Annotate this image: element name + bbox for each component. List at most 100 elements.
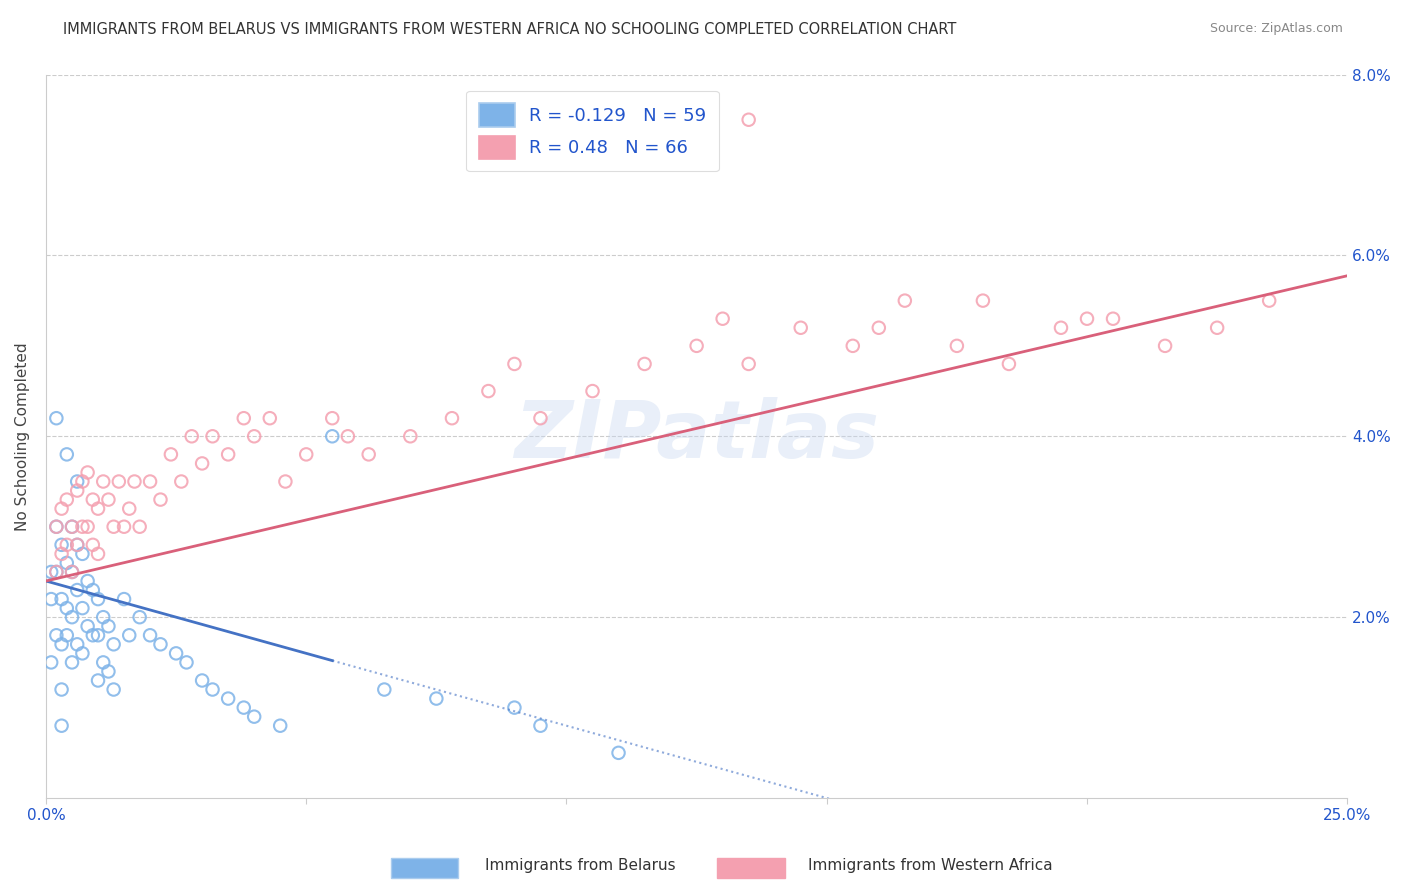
Point — [1258, 293, 1281, 308]
Point — [149, 637, 172, 651]
Point — [529, 411, 551, 425]
Point — [868, 320, 890, 334]
Point — [60, 565, 83, 579]
Point — [160, 447, 183, 461]
Text: Source: ZipAtlas.com: Source: ZipAtlas.com — [1209, 22, 1343, 36]
Point — [232, 700, 254, 714]
Point — [946, 339, 969, 353]
Point — [170, 475, 193, 489]
Point — [180, 429, 202, 443]
Point — [66, 637, 89, 651]
Point — [1154, 339, 1177, 353]
Point — [529, 719, 551, 733]
Point — [357, 447, 380, 461]
Point — [45, 628, 67, 642]
Point — [72, 601, 94, 615]
Point — [87, 592, 110, 607]
Point — [1076, 311, 1098, 326]
Point — [56, 601, 79, 615]
Point — [894, 293, 917, 308]
Point — [51, 501, 73, 516]
Point — [269, 719, 291, 733]
Point — [128, 610, 150, 624]
Point — [972, 293, 994, 308]
Point — [82, 628, 104, 642]
Point — [39, 592, 62, 607]
Point — [56, 538, 79, 552]
Point — [191, 673, 214, 688]
Text: IMMIGRANTS FROM BELARUS VS IMMIGRANTS FROM WESTERN AFRICA NO SCHOOLING COMPLETED: IMMIGRANTS FROM BELARUS VS IMMIGRANTS FR… — [63, 22, 956, 37]
Point — [477, 384, 499, 398]
Point — [737, 112, 759, 127]
Point — [790, 320, 813, 334]
Point — [56, 447, 79, 461]
Point — [76, 466, 98, 480]
Point — [108, 475, 131, 489]
Point — [217, 447, 239, 461]
Point — [66, 582, 89, 597]
Point — [336, 429, 359, 443]
Point — [87, 673, 110, 688]
Point — [51, 719, 73, 733]
Point — [274, 475, 297, 489]
Point — [373, 682, 395, 697]
Point — [39, 656, 62, 670]
Point — [139, 628, 162, 642]
Point — [124, 475, 146, 489]
Point — [72, 646, 94, 660]
Point — [66, 483, 89, 498]
Point — [149, 492, 172, 507]
Point — [51, 682, 73, 697]
Point — [295, 447, 318, 461]
Point — [87, 547, 110, 561]
Point — [56, 556, 79, 570]
Point — [82, 582, 104, 597]
Point — [399, 429, 422, 443]
Point — [321, 411, 343, 425]
Point — [118, 628, 141, 642]
Point — [72, 547, 94, 561]
Point — [51, 637, 73, 651]
Point — [711, 311, 734, 326]
Point — [737, 357, 759, 371]
Point — [60, 520, 83, 534]
Point — [51, 538, 73, 552]
Point — [425, 691, 447, 706]
Point — [103, 637, 125, 651]
Point — [112, 520, 135, 534]
Point — [440, 411, 463, 425]
Point — [1206, 320, 1229, 334]
Point — [60, 565, 83, 579]
Point — [217, 691, 239, 706]
Point — [60, 520, 83, 534]
Point — [1102, 311, 1125, 326]
Text: Immigrants from Belarus: Immigrants from Belarus — [485, 858, 676, 872]
Point — [82, 538, 104, 552]
Point — [232, 411, 254, 425]
Point — [87, 501, 110, 516]
Point — [76, 619, 98, 633]
Point — [72, 475, 94, 489]
Text: ZIPatlas: ZIPatlas — [515, 397, 879, 475]
Point — [51, 592, 73, 607]
Point — [165, 646, 187, 660]
Text: Immigrants from Western Africa: Immigrants from Western Africa — [808, 858, 1053, 872]
Point — [112, 592, 135, 607]
Point — [243, 709, 266, 723]
Point — [103, 520, 125, 534]
Point — [76, 574, 98, 588]
Point — [118, 501, 141, 516]
Point — [103, 682, 125, 697]
Point — [128, 520, 150, 534]
Point — [243, 429, 266, 443]
Point — [66, 538, 89, 552]
Point — [201, 682, 224, 697]
Point — [91, 475, 114, 489]
Point — [51, 547, 73, 561]
Point — [1050, 320, 1073, 334]
Point — [91, 656, 114, 670]
Point — [56, 492, 79, 507]
Point — [45, 520, 67, 534]
Point — [97, 619, 120, 633]
Point — [139, 475, 162, 489]
